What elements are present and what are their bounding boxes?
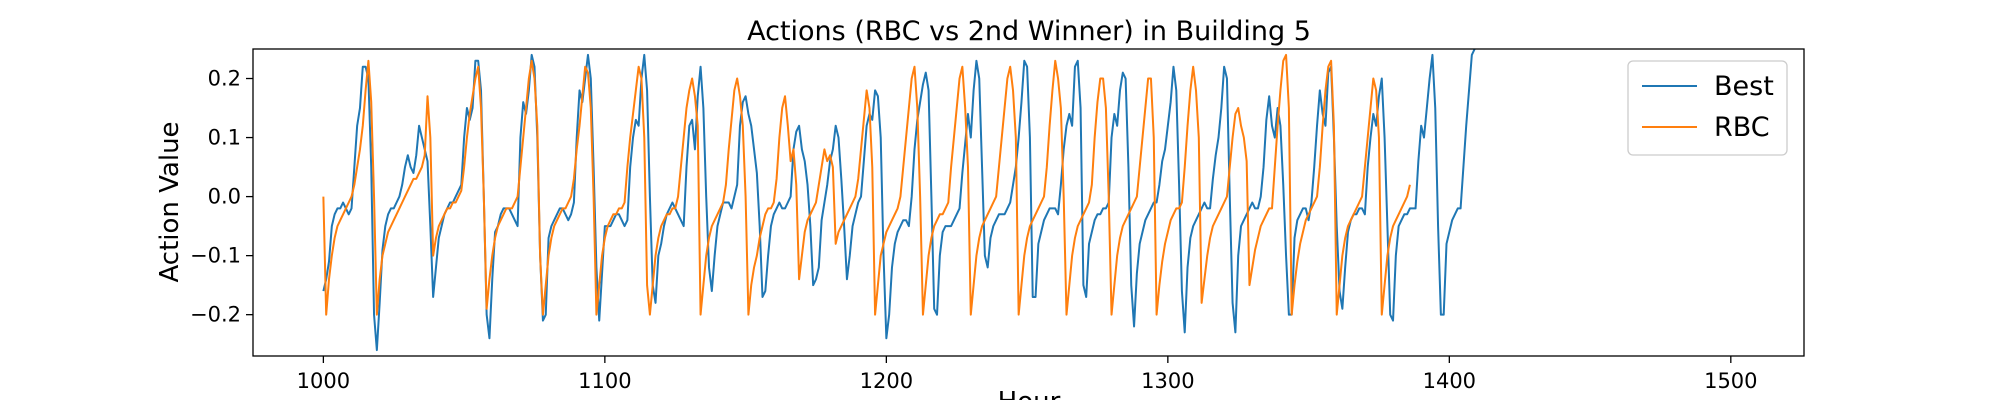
y-tick-label: 0.1 bbox=[208, 126, 241, 150]
y-axis-ticks: −0.2 −0.1 0.0 0.1 0.2 bbox=[190, 67, 253, 327]
series-layer bbox=[322, 49, 1476, 352]
legend-box bbox=[1627, 60, 1788, 156]
y-tick-label: 0.2 bbox=[208, 67, 241, 91]
axes-frame bbox=[252, 48, 1805, 357]
x-tick-label: 1300 bbox=[1141, 369, 1194, 393]
x-tick-label: 1000 bbox=[297, 369, 350, 393]
x-axis-ticks: 1000 1100 1200 1300 1400 1500 bbox=[297, 356, 1758, 393]
x-tick-label: 1400 bbox=[1423, 369, 1476, 393]
x-tick-label: 1500 bbox=[1704, 369, 1757, 393]
chart-title: Actions (RBC vs 2nd Winner) in Building … bbox=[747, 16, 1311, 47]
series-line-rbc bbox=[322, 53, 1411, 316]
y-tick-label: 0.0 bbox=[208, 185, 241, 209]
x-tick-label: 1100 bbox=[578, 369, 631, 393]
y-tick-label: −0.1 bbox=[190, 244, 241, 268]
x-axis-label: Hour bbox=[998, 387, 1061, 400]
legend: Best RBC bbox=[1627, 60, 1788, 156]
y-axis-label: Action Value bbox=[155, 121, 185, 282]
legend-rbc-label: RBC bbox=[1714, 112, 1770, 143]
plot-area bbox=[252, 48, 1805, 357]
legend-best-label: Best bbox=[1714, 71, 1774, 102]
y-tick-label: −0.2 bbox=[190, 303, 241, 327]
x-tick-label: 1200 bbox=[860, 369, 913, 393]
series-line-best bbox=[322, 49, 1476, 352]
